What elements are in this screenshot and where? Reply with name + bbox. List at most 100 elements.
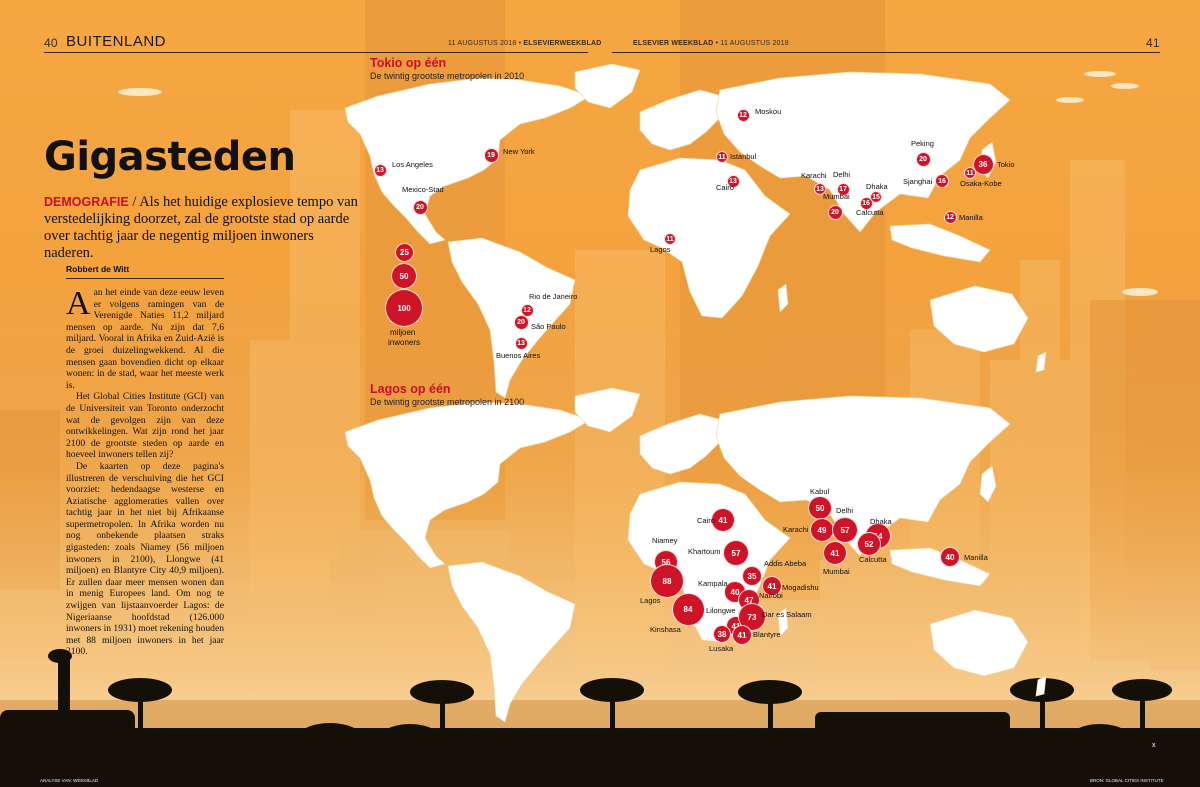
article-lead-text: / Als het huidige explosieve tempo van v…	[44, 194, 358, 261]
map-2100-title: Lagos op één	[370, 382, 451, 396]
city-label-delhi-2100: Delhi	[836, 506, 854, 515]
city-bubble-blantyre-2100: 41	[732, 625, 752, 645]
city-label-cairo-2010: Cairo	[716, 183, 734, 192]
world-map-2010	[344, 63, 1047, 399]
city-label-niamey-2100: Niamey	[652, 536, 678, 545]
city-bubble-s-o-paulo-2010: 20	[513, 314, 529, 330]
header-rule-right	[612, 52, 1160, 53]
city-bubble-kabul-2100: 50	[808, 496, 832, 520]
right-dateline-pub: ELSEVIER WEEKBLAD	[633, 40, 714, 47]
city-bubble-lagos-2010: 11	[664, 233, 676, 245]
left-dateline-pub: ELSEVIERWEEKBLAD	[523, 40, 602, 47]
city-bubble-lagos-2100: 88	[650, 564, 684, 598]
city-label-tokio-2010: Tokio	[997, 160, 1015, 169]
city-label-lagos-2100: Lagos	[640, 596, 661, 605]
city-label-peking-2010: Peking	[911, 139, 934, 148]
city-label-manilla-2100: Manilla	[964, 553, 988, 562]
city-bubble-addis-abeba-2100: 35	[742, 566, 762, 586]
city-bubble-cairo-2100: 41	[711, 508, 735, 532]
article-kicker: DEMOGRAFIE	[44, 195, 129, 209]
city-label-dar-es-salaam-2100: Dar es Salaam	[762, 610, 812, 619]
legend-bubble-50: 50	[391, 263, 417, 289]
city-label-istanbul-2010: Istanbul	[730, 152, 757, 161]
city-label-new-york-2010: New York	[503, 147, 535, 156]
city-label-lilongwe-2100: Lilongwe	[706, 606, 736, 615]
city-bubble-mexico-stad-2010: 20	[412, 199, 428, 215]
section-label: BUITENLAND	[66, 33, 167, 50]
city-label-delhi-2010: Delhi	[833, 170, 851, 179]
city-label-s-o-paulo-2010: São Paulo	[531, 322, 566, 331]
city-label-addis-abeba-2100: Addis Abeba	[764, 559, 807, 568]
city-label-mogadishu-2100: Mogadishu	[782, 583, 819, 592]
city-bubble-dhaka-2010: 15	[870, 191, 882, 203]
city-label-lusaka-2100: Lusaka	[709, 644, 734, 653]
city-label-calcutta-2010: Calcutta	[856, 208, 884, 217]
city-bubble-manilla-2100: 40	[940, 547, 960, 567]
city-bubble-mogadishu-2100: 41	[762, 576, 782, 596]
header-rule-left	[44, 52, 588, 53]
city-label-karachi-2010: Karachi	[801, 171, 827, 180]
city-bubble-los-angeles-2010: 13	[373, 163, 387, 177]
city-bubble-lusaka-2100: 38	[713, 625, 731, 643]
city-label-sjanghai-2010: Sjanghai	[903, 177, 933, 186]
city-bubble-delhi-2100: 57	[832, 517, 858, 543]
legend-bubble-25: 25	[395, 243, 414, 262]
left-dateline: 11 AUGUSTUS 2018 • ELSEVIERWEEKBLAD	[448, 40, 602, 47]
city-bubble-karachi-2010: 13	[814, 183, 826, 195]
city-label-mumbai-2010: Mumbai	[823, 192, 850, 201]
city-label-dhaka-2100: Dhaka	[870, 517, 892, 526]
city-bubble-sjanghai-2010: 16	[935, 174, 949, 188]
city-label-kabul-2100: Kabul	[810, 487, 830, 496]
article-paragraph-2: Het Global Cities Institute (GCI) van de…	[66, 391, 224, 461]
map-2010-subtitle: De twintig grootste metropolen in 2010	[370, 71, 525, 81]
left-dateline-date: 11 AUGUSTUS 2018	[448, 40, 517, 47]
city-bubble-new-york-2010: 19	[483, 147, 499, 163]
left-credit: ANALYSE VAN: WEEKBLAD	[40, 778, 99, 783]
city-bubble-cairo-2010: 13	[726, 174, 740, 188]
right-dateline-date: 11 AUGUSTUS 2018	[720, 40, 789, 47]
article-title: Gigasteden	[44, 134, 296, 180]
end-mark: x	[1152, 742, 1156, 749]
city-label-mexico-stad-2010: Mexico-Stad	[402, 185, 444, 194]
city-bubble-manilla-2010: 12	[943, 210, 957, 224]
city-bubble-calcutta-2100: 52	[857, 532, 881, 556]
city-bubble-osaka-kobe-2010: 11	[964, 167, 976, 179]
city-label-buenos-aires-2010: Buenos Aires	[496, 351, 541, 360]
article-author: Robbert de Witt	[66, 264, 130, 274]
city-bubble-peking-2010: 20	[915, 151, 931, 167]
author-rule	[66, 278, 224, 279]
city-label-mumbai-2100: Mumbai	[823, 567, 850, 576]
city-bubble-calcutta-2010: 16	[859, 196, 873, 210]
city-bubble-moskou-2010: 12	[736, 108, 750, 122]
world-map-2100	[344, 387, 1047, 723]
city-label-los-angeles-2010: Los Angeles	[392, 160, 433, 169]
map-2010-title: Tokio op één	[370, 56, 447, 70]
right-dateline: ELSEVIER WEEKBLAD • 11 AUGUSTUS 2018	[633, 40, 789, 47]
city-label-rio-de-janeiro-2010: Rio de Janeiro	[529, 292, 578, 301]
map-2100-subtitle: De twintig grootste metropolen in 2100	[370, 397, 525, 407]
dropcap: A	[66, 285, 91, 322]
city-bubble-mumbai-2010: 20	[827, 204, 843, 220]
legend-label-line2: inwoners	[388, 338, 421, 347]
legend-bubble-100: 100	[385, 289, 423, 327]
city-bubble-delhi-2010: 17	[836, 182, 850, 196]
city-label-calcutta-2100: Calcutta	[859, 555, 887, 564]
city-label-kinshasa-2100: Kinshasa	[650, 625, 681, 634]
right-credit: BRON: GLOBAL CITIES INSTITUTE	[1090, 778, 1164, 783]
legend-label-line1: miljoen	[390, 328, 416, 337]
city-bubble-mumbai-2100: 41	[823, 541, 847, 565]
article-lead: DEMOGRAFIE / Als het huidige explosieve …	[44, 194, 362, 262]
article-paragraph-3: De kaarten op deze pagina's illustreren …	[66, 460, 224, 658]
city-label-lagos-2010: Lagos	[650, 245, 671, 254]
city-bubble-istanbul-2010: 11	[716, 151, 728, 163]
city-bubble-tokio-2010: 36	[972, 153, 994, 175]
city-label-moskou-2010: Moskou	[755, 107, 782, 116]
city-label-manilla-2010: Manilla	[959, 213, 983, 222]
city-label-kampala-2100: Kampala	[698, 579, 728, 588]
city-label-nairobi-2100: Nairobi	[759, 591, 783, 600]
city-label-cairo-2100: Cairo	[697, 516, 715, 525]
